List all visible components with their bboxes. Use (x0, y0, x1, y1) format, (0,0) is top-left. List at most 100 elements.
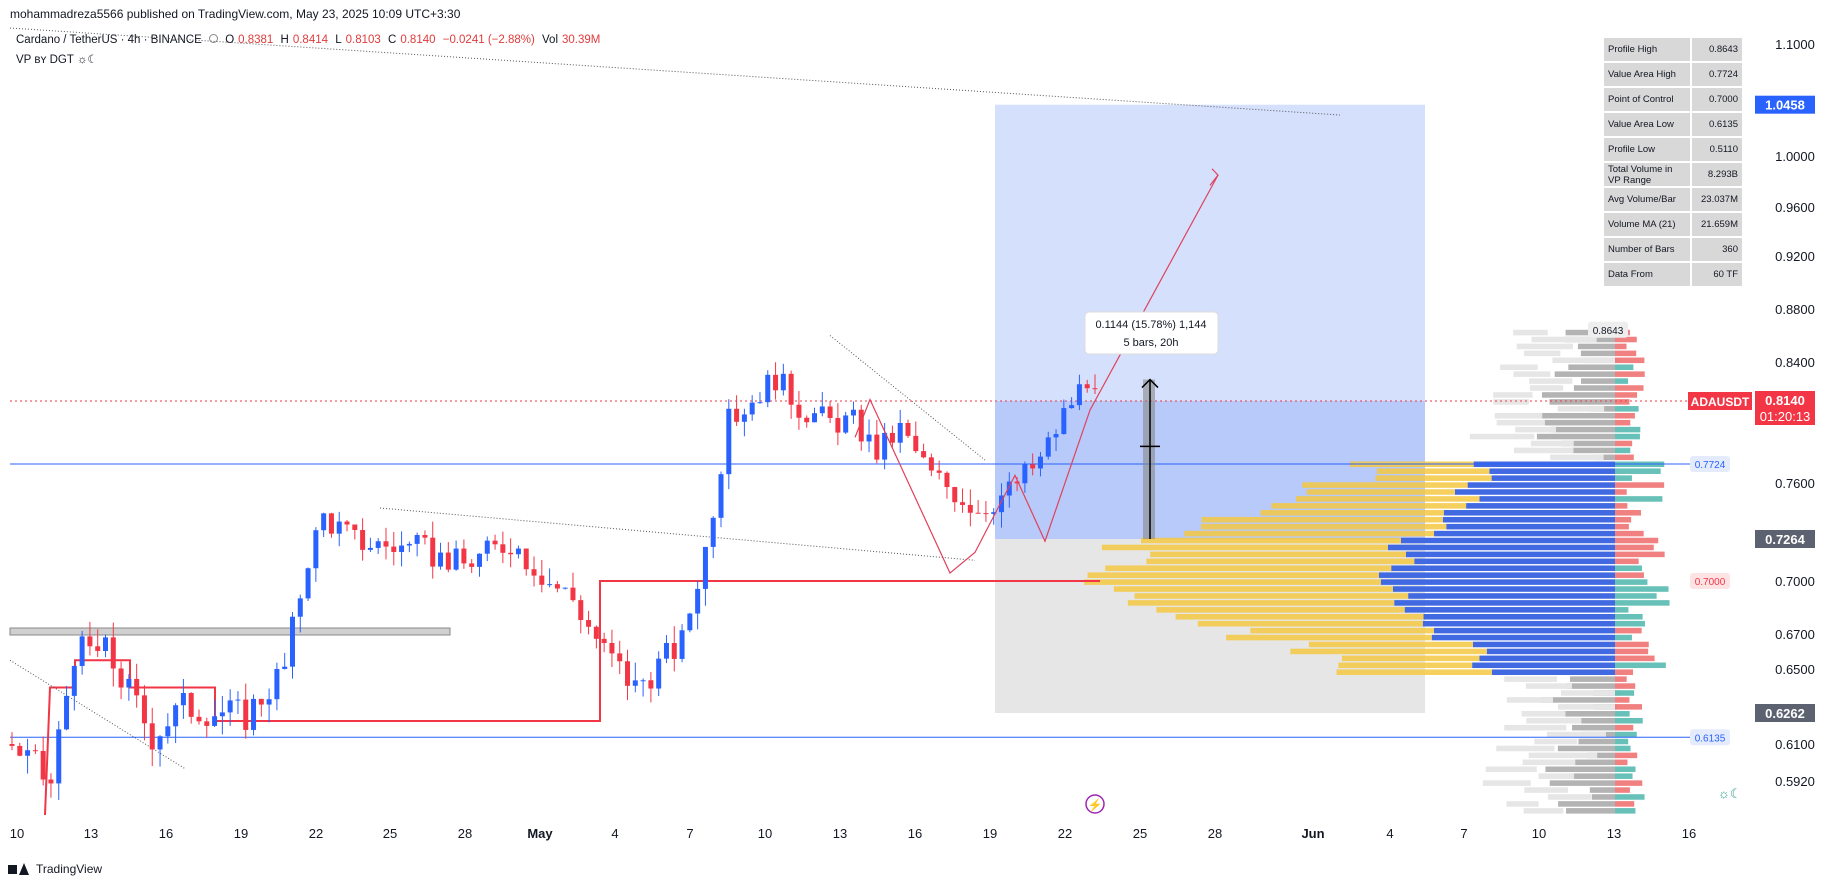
candle-body (180, 693, 186, 706)
vp-bar-blue (1479, 496, 1615, 502)
vp-bar-blue (1486, 648, 1615, 655)
candle-body (204, 721, 210, 726)
x-tick-label: Jun (1301, 826, 1324, 841)
candle-body (913, 435, 919, 452)
stats-row: Point of Control 0.7000 (1604, 88, 1742, 111)
vp-bar-light (1493, 399, 1529, 405)
symbol-tag-label: ADAUSDT (1691, 395, 1750, 409)
candle-body (476, 553, 482, 567)
candle-body (936, 470, 942, 473)
x-tick-label: 19 (983, 826, 997, 841)
vp-delta-bar (1615, 447, 1631, 454)
vol-value: 30.39M (562, 34, 601, 46)
close-label: C (388, 34, 397, 46)
vp-delta-bar (1615, 565, 1642, 572)
vp-bar-blue (1545, 766, 1615, 773)
vp-delta-bar (1615, 551, 1665, 558)
vp-delta-bar (1615, 496, 1663, 502)
inline-level-label: 0.8643 (1593, 326, 1624, 337)
measure-bar (1143, 379, 1155, 539)
vp-delta-bar (1615, 627, 1642, 634)
vp-bar-light (1529, 385, 1564, 391)
vp-delta-bar (1615, 426, 1641, 433)
candle-body (819, 406, 825, 414)
candle-body (391, 546, 397, 552)
vp-delta-bar (1615, 440, 1633, 447)
vp-bar-blue (1446, 523, 1615, 530)
candle-body (874, 434, 880, 460)
vp-bar-blue (1566, 808, 1615, 814)
candle-body (531, 569, 537, 576)
candle-body (593, 626, 599, 639)
vp-bar-light (1469, 433, 1535, 440)
countdown-label: 01:20:13 (1760, 409, 1811, 424)
vp-bar-yellow (1375, 475, 1492, 481)
candle-body (850, 409, 856, 416)
vp-delta-bar (1615, 676, 1627, 682)
vp-bar-blue (1587, 752, 1615, 759)
candle-body (126, 678, 132, 688)
y-tick-label: 0.7600 (1775, 476, 1815, 491)
indicator-legend[interactable]: VP ʙʏ DGT ☼☾ (16, 54, 98, 66)
vp-bar-light (1560, 690, 1621, 696)
volume-profile (1084, 329, 1670, 814)
stats-label: Value Area High (1604, 63, 1690, 86)
vp-delta-bar (1615, 412, 1635, 419)
candle-body (554, 584, 560, 589)
candle-body (212, 716, 218, 726)
price-tag-box_mid-label: 0.7264 (1765, 532, 1806, 547)
candle-body (399, 545, 405, 552)
early-trendline (9, 659, 186, 770)
vp-bar-light (1524, 350, 1561, 357)
y-tick-label: 1.1000 (1775, 37, 1815, 52)
candle-body (492, 540, 498, 545)
stats-value: 0.7000 (1692, 88, 1742, 111)
symbol-line[interactable]: Cardano / TetherUS · 4h · BINANCE (16, 34, 202, 46)
vp-bar-yellow (1260, 510, 1444, 516)
vp-bar-blue (1573, 385, 1615, 391)
candle-body (1069, 405, 1075, 409)
vp-bar-blue (1554, 371, 1615, 377)
candle-body (40, 750, 46, 780)
vp-delta-bar (1615, 683, 1636, 689)
stats-row: Profile High 0.8643 (1604, 38, 1742, 61)
vp-bar-light (1557, 704, 1618, 710)
annotations-layer: 0.1144 (15.78%) 1,144 5 bars, 20h ⚡ ☼☾ 0.864… (854, 168, 1742, 814)
x-tick-label: May (527, 826, 553, 841)
vp-bar-light (1531, 336, 1597, 343)
vp-delta-bar (1615, 600, 1670, 606)
vp-delta-bar (1615, 655, 1655, 662)
stats-value: 0.8643 (1692, 38, 1742, 61)
vp-bar-blue (1569, 676, 1615, 682)
vp-bar-yellow (1226, 634, 1432, 641)
vp-bar-light (1538, 773, 1575, 779)
vp-delta-bar (1615, 752, 1638, 759)
vp-bar-light (1557, 406, 1605, 412)
stats-value: 23.037M (1692, 188, 1742, 211)
x-tick-label: 13 (84, 826, 98, 841)
candle-body (173, 705, 179, 727)
vp-delta-bar (1615, 669, 1634, 675)
candle-body (609, 643, 615, 654)
vp-bar-blue (1442, 516, 1615, 523)
stats-label: Profile Low (1604, 138, 1690, 161)
last-price-label: 0.8140 (1765, 393, 1805, 408)
candle-body (796, 404, 802, 418)
vp-bar-light (1529, 378, 1573, 384)
vp-delta-bar (1615, 648, 1649, 655)
vp-bar-yellow (1140, 537, 1401, 544)
trendlines (9, 27, 1341, 770)
x-tick-label: 25 (383, 826, 397, 841)
vp-bar-blue (1434, 530, 1615, 537)
candle-body (687, 613, 693, 631)
candle-body (438, 552, 444, 567)
candle-body (648, 680, 654, 689)
x-tick-label: 22 (309, 826, 323, 841)
vp-bar-light (1534, 738, 1578, 745)
vp-delta-bar (1615, 468, 1661, 474)
candle-body (663, 643, 669, 659)
y-tick-label: 0.6500 (1775, 662, 1815, 677)
vp-bar-light (1494, 412, 1543, 419)
candle-body (32, 750, 38, 752)
